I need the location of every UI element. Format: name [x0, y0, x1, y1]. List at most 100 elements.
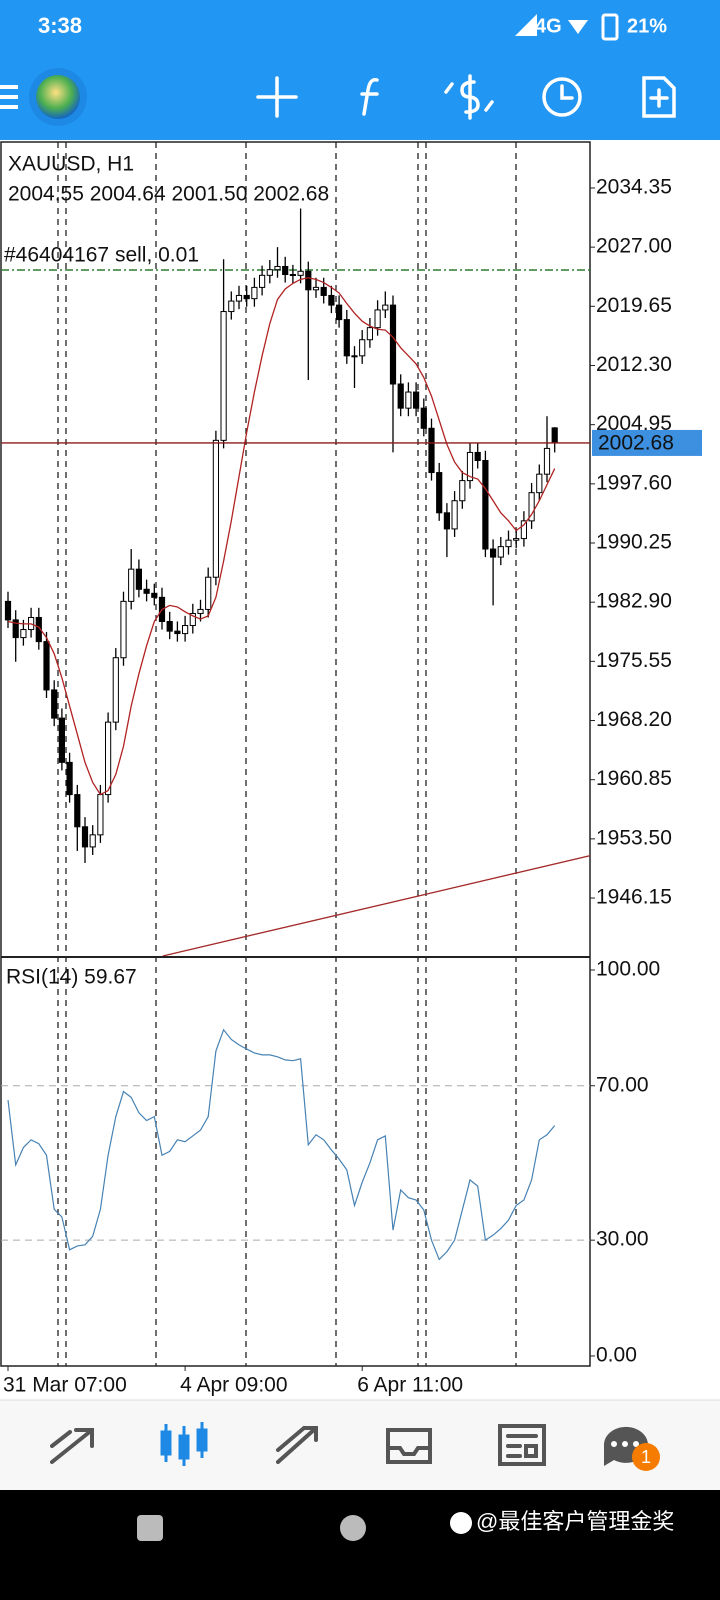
candle-body	[197, 608, 204, 614]
candle-body	[166, 620, 173, 632]
signal-icon	[515, 14, 537, 36]
candle-body	[112, 657, 119, 723]
price-panel	[1, 208, 590, 956]
home-button[interactable]	[340, 1515, 366, 1541]
candle-body	[451, 500, 458, 530]
candle-body	[274, 265, 281, 271]
rsi-title: RSI(14) 59.67	[6, 966, 137, 989]
y-tick-label: 1946.15	[596, 886, 672, 909]
chat-dot	[611, 1441, 617, 1447]
candle-body	[174, 630, 181, 635]
y-tick-label: 1990.25	[596, 531, 672, 554]
app-bar	[0, 0, 720, 140]
x-tick-label: 6 Apr 11:00	[357, 1374, 463, 1397]
order-label: #46404167 sell, 0.01	[4, 244, 199, 267]
indicator-icon[interactable]	[360, 77, 379, 116]
candle-body	[543, 447, 551, 475]
candle-body	[320, 286, 327, 296]
candle-body	[66, 761, 73, 796]
rsi-line	[7, 1028, 556, 1261]
trade-tab[interactable]	[276, 1426, 318, 1464]
candle-body	[35, 616, 42, 643]
candle-body	[289, 274, 296, 277]
candle-body	[74, 794, 81, 828]
x-tick-label: 4 Apr 09:00	[180, 1374, 287, 1397]
candle-body	[443, 512, 450, 530]
y-tick-label: 2027.00	[596, 235, 672, 258]
chat-tab[interactable]: 1	[603, 1426, 660, 1471]
bottom-nav	[0, 1400, 720, 1490]
candle-body	[205, 576, 212, 610]
menu-icon[interactable]	[0, 85, 18, 109]
candle-body	[405, 391, 412, 409]
candle-body	[466, 451, 474, 482]
battery-label: 21%	[627, 15, 667, 37]
candle-body	[51, 689, 58, 719]
y-tick-label: 1968.20	[596, 708, 672, 731]
candle-body	[259, 274, 266, 288]
candle-body	[182, 625, 189, 635]
recents-button[interactable]	[137, 1515, 163, 1541]
y-tick-label: 2034.35	[596, 176, 672, 199]
logo[interactable]	[36, 75, 80, 119]
x-tick-label: 31 Mar 07:00	[3, 1374, 127, 1397]
status-time: 3:38	[38, 13, 82, 38]
candle-body	[228, 300, 235, 313]
candle-body	[490, 548, 497, 558]
y-tick-label: 1982.90	[596, 590, 672, 613]
chart-tab[interactable]	[160, 1422, 208, 1466]
candle-body	[513, 538, 520, 541]
candle-body	[343, 319, 350, 357]
trade-icon[interactable]	[444, 74, 494, 120]
candle-body	[382, 304, 389, 311]
candle-body	[12, 619, 19, 639]
period-separators	[57, 142, 517, 1366]
candle-body	[105, 721, 112, 796]
candle-body	[413, 391, 420, 409]
candle-body	[120, 600, 127, 659]
quotes-tab[interactable]	[50, 1428, 94, 1464]
candle-body	[474, 451, 481, 461]
price-tag	[592, 429, 702, 456]
candle-body	[235, 294, 243, 302]
candle-body	[420, 407, 427, 429]
candle-body	[251, 286, 258, 300]
candle-body	[212, 439, 220, 578]
clock-icon[interactable]	[542, 77, 582, 117]
menu-bar	[0, 85, 18, 89]
news-tab[interactable]	[498, 1424, 546, 1466]
battery-icon	[601, 13, 619, 41]
history-tab[interactable]	[386, 1428, 432, 1464]
y-tick-label: 1953.50	[596, 826, 672, 849]
candle-body	[497, 546, 504, 558]
rsi-panel	[1, 1028, 590, 1261]
candle-body	[81, 826, 89, 848]
candle-body	[536, 473, 543, 494]
network-label: 4G	[535, 15, 562, 37]
chart-title: XAUUSD, H1	[8, 153, 134, 176]
clock-hands	[560, 84, 574, 100]
candle-body	[135, 568, 143, 590]
candle-body	[459, 480, 466, 502]
y-tick-label: 2012.30	[596, 353, 672, 376]
candle-body	[436, 472, 443, 514]
crosshair-icon[interactable]	[256, 76, 298, 118]
candle-body	[151, 592, 158, 598]
candle-body	[189, 612, 196, 627]
candle-body	[243, 294, 250, 300]
new-order-icon[interactable]	[642, 76, 676, 118]
menu-bar	[0, 95, 18, 99]
y-tick-label: 2019.65	[596, 294, 672, 317]
candle-body	[482, 459, 489, 550]
price-tag-label: 2002.68	[598, 431, 674, 454]
chart-area: 2034.35 2027.00 2019.65 2012.30 2004.95 1997.…	[0, 141, 702, 1397]
y-tick-label: 0.00	[596, 1344, 637, 1367]
y-tick-label: 1975.55	[596, 649, 672, 672]
candle-body	[297, 270, 304, 276]
moving-average	[7, 277, 556, 796]
candle-body	[89, 834, 96, 848]
candle-body	[505, 539, 512, 548]
